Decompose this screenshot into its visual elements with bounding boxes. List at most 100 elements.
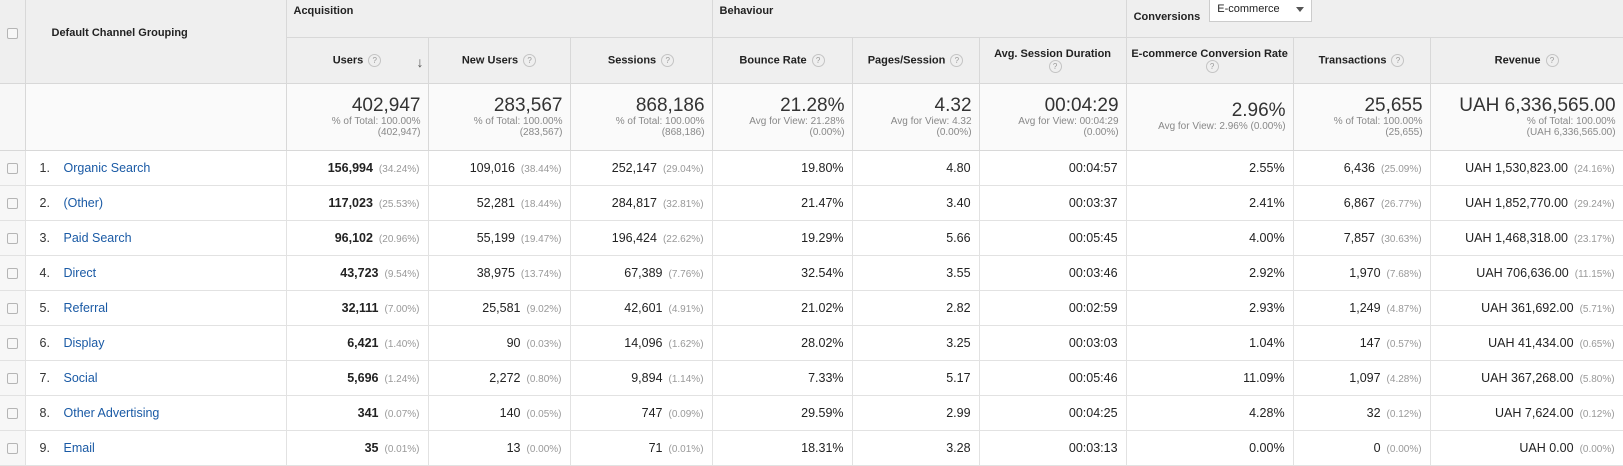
row-checkbox[interactable]: [6, 162, 18, 174]
header-new-users[interactable]: New Users?: [428, 37, 571, 84]
channel-link[interactable]: Email: [63, 440, 95, 455]
total-new-users: 283,567% of Total: 100.00% (283,567): [428, 83, 571, 151]
channel-link[interactable]: Direct: [63, 265, 97, 280]
table-row: 9. Email 35 (0.01%) 13 (0.00%) 71 (0.01%) 18.31%…: [0, 430, 1623, 466]
help-icon[interactable]: ?: [811, 53, 825, 67]
header-pages-session[interactable]: Pages/Session?: [852, 37, 980, 84]
cell-percent: (25.53%): [378, 198, 420, 210]
cell-conv: 2.41%: [1126, 185, 1294, 221]
cell-value: 00:05:46: [1068, 370, 1118, 385]
row-index: 5.: [39, 300, 50, 315]
help-icon[interactable]: ?: [1545, 53, 1559, 67]
cell-value: 42,601: [624, 300, 663, 315]
cell-value: 6,867: [1343, 195, 1375, 210]
cell-new_users: 25,581 (9.02%): [428, 290, 571, 326]
cell-value: 117,023: [328, 195, 373, 210]
cell-value: 7.33%: [808, 370, 844, 385]
cell-bounce: 29.59%: [712, 395, 853, 431]
channel-link[interactable]: Other Advertising: [63, 405, 160, 420]
total-label: % of Total: 100.00%: [331, 115, 421, 127]
row-checkbox[interactable]: [6, 372, 18, 384]
row-checkbox[interactable]: [6, 337, 18, 349]
row-checkbox[interactable]: [6, 197, 18, 209]
header-transactions[interactable]: Transactions?: [1293, 37, 1431, 84]
cell-value: 252,147: [611, 160, 657, 175]
header-avg-session-duration[interactable]: Avg. Session Duration?: [979, 37, 1127, 84]
cell-percent: (0.00%): [1579, 443, 1615, 455]
cell-percent: (26.77%): [1380, 198, 1422, 210]
cell-dur: 00:04:25: [979, 395, 1127, 431]
row-checkbox[interactable]: [6, 442, 18, 454]
total-users: 402,947% of Total: 100.00% (402,947): [286, 83, 429, 151]
cell-percent: (20.96%): [378, 233, 420, 245]
help-icon[interactable]: ?: [368, 53, 382, 67]
channel-link[interactable]: (Other): [63, 195, 104, 210]
cell-value: 2.55%: [1249, 160, 1285, 175]
row-checkbox[interactable]: [6, 267, 18, 279]
channel-link[interactable]: Referral: [63, 300, 108, 315]
total-label: % of Total: 100.00%: [473, 115, 563, 127]
cell-value: 96,102: [334, 230, 373, 245]
totals-check-cell: [0, 83, 26, 151]
row-checkbox[interactable]: [6, 302, 18, 314]
cell-percent: (7.00%): [384, 303, 420, 315]
cell-new_users: 13 (0.00%): [428, 430, 571, 466]
cell-value: 2.99: [946, 405, 971, 420]
channel-link[interactable]: Display: [63, 335, 105, 350]
cell-conv: 2.92%: [1126, 255, 1294, 291]
row-checkbox[interactable]: [6, 232, 18, 244]
channel-link[interactable]: Organic Search: [63, 160, 151, 175]
cell-percent: (0.00%): [1386, 443, 1422, 455]
help-icon[interactable]: ?: [950, 53, 964, 67]
help-icon[interactable]: ?: [1205, 59, 1219, 73]
header-sessions[interactable]: Sessions?: [570, 37, 713, 84]
total-label: Avg for View: 21.28%: [749, 115, 845, 127]
cell-bounce: 19.29%: [712, 220, 853, 256]
help-icon[interactable]: ?: [1391, 53, 1405, 67]
channel-link[interactable]: Paid Search: [63, 230, 132, 245]
cell-percent: (0.12%): [1579, 408, 1615, 420]
chevron-down-icon: [1295, 6, 1304, 12]
cell-value: 90: [506, 335, 521, 350]
cell-pps: 3.25: [852, 325, 980, 361]
cell-pps: 3.55: [852, 255, 980, 291]
table-row: 3. Paid Search 96,102 (20.96%) 55,199 (19.47%…: [0, 220, 1623, 256]
help-icon[interactable]: ?: [661, 53, 675, 67]
header-ecom-conversion-rate[interactable]: E-commerce Conversion Rate?: [1126, 37, 1294, 84]
row-check-cell: [0, 255, 26, 291]
header-users[interactable]: Users? ↓: [286, 37, 429, 84]
select-all-checkbox[interactable]: [7, 27, 18, 39]
cell-percent: (4.87%): [1386, 303, 1422, 315]
header-revenue[interactable]: Revenue?: [1430, 37, 1623, 84]
cell-value: 14,096: [624, 335, 663, 350]
cell-dur: 00:03:37: [979, 185, 1127, 221]
cell-conv: 0.00%: [1126, 430, 1294, 466]
sort-down-icon[interactable]: ↓: [416, 53, 424, 70]
dimension-header[interactable]: Default Channel Grouping: [25, 0, 287, 84]
cell-trans: 6,867 (26.77%): [1293, 185, 1431, 221]
header-bounce-rate[interactable]: Bounce Rate?: [712, 37, 853, 84]
help-icon[interactable]: ?: [523, 53, 537, 67]
cell-users: 6,421 (1.40%): [286, 325, 429, 361]
cell-value: 00:04:25: [1068, 405, 1118, 420]
cell-rev: UAH 706,636.00 (11.15%): [1430, 255, 1623, 291]
cell-percent: (38.44%): [520, 163, 562, 175]
cell-percent: (4.91%): [668, 303, 704, 315]
row-index: 9.: [39, 440, 50, 455]
row-dimension: 4. Direct: [25, 255, 287, 291]
group-conversions: Conversions E-commerce: [1126, 0, 1623, 38]
total-value: 2.96%: [1231, 100, 1286, 121]
cell-users: 341 (0.07%): [286, 395, 429, 431]
cell-value: 2.92%: [1249, 265, 1285, 280]
conversions-goal-select[interactable]: E-commerce: [1209, 0, 1312, 22]
cell-value: UAH 367,268.00: [1481, 370, 1574, 385]
cell-percent: (0.12%): [1386, 408, 1422, 420]
total-value: 00:04:29: [1044, 94, 1119, 116]
cell-conv: 2.93%: [1126, 290, 1294, 326]
cell-value: 00:03:46: [1068, 265, 1118, 280]
channel-link[interactable]: Social: [63, 370, 98, 385]
help-icon[interactable]: ?: [1048, 59, 1062, 73]
total-sub: (0.00%): [936, 126, 972, 138]
row-checkbox[interactable]: [6, 407, 18, 419]
cell-value: 3.40: [946, 195, 971, 210]
